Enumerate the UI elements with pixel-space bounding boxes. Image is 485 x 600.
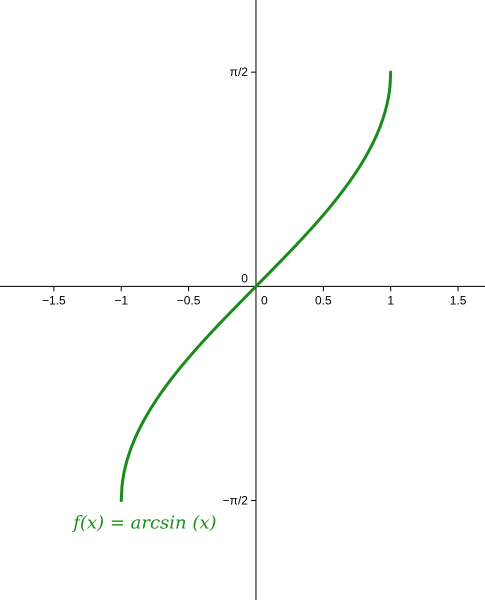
- x-tick-label: 1.5: [450, 293, 467, 307]
- series-layer: [119, 70, 393, 503]
- x-tick-label: −1: [114, 293, 128, 307]
- x-tick-label: 0.5: [315, 293, 332, 307]
- x-tick-label: 1: [387, 293, 394, 307]
- annotations: f(x) = arcsin (x): [71, 513, 216, 534]
- x-tick-label: −0.5: [177, 293, 201, 307]
- x-tick-label: 0: [261, 293, 268, 307]
- ticks: −1.5 −1 −0.5 0 0.5 1 1.5 0 π/2 −π/2: [42, 65, 467, 507]
- function-label: f(x) = arcsin (x): [71, 513, 216, 534]
- arcsin-curve: [119, 70, 393, 503]
- origin-label: 0: [241, 271, 248, 285]
- x-tick-label: −1.5: [42, 293, 66, 307]
- y-tick-label: −π/2: [223, 494, 249, 508]
- y-tick-label: π/2: [230, 65, 249, 79]
